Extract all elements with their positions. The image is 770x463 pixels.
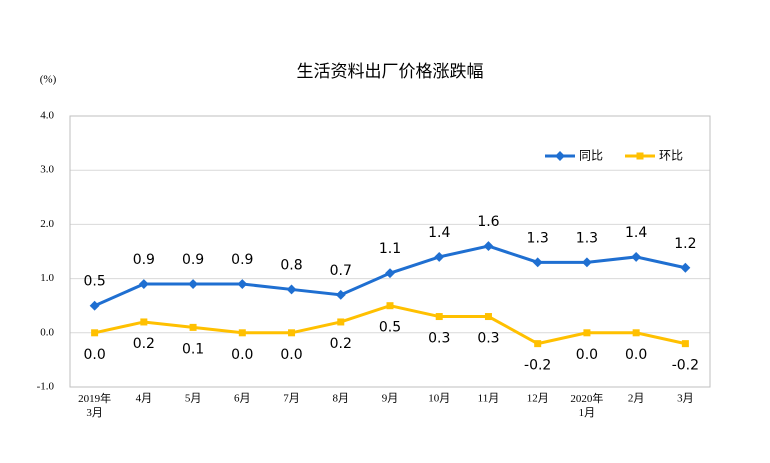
x-tick-label: 5月 xyxy=(185,393,202,405)
value-label: 0.5 xyxy=(379,320,401,336)
point xyxy=(435,313,443,321)
value-label: 0.2 xyxy=(330,336,352,352)
y-tick-label: 1.0 xyxy=(40,272,54,284)
x-tick-label: 4月 xyxy=(136,393,153,405)
point xyxy=(288,329,296,337)
point xyxy=(483,241,494,252)
value-label: 1.6 xyxy=(477,214,499,230)
value-label: 0.3 xyxy=(428,331,450,347)
legend-marker xyxy=(555,151,565,161)
value-label: -0.2 xyxy=(524,358,551,374)
point xyxy=(91,329,99,337)
x-tick-label: 6月 xyxy=(234,393,251,405)
value-label: 0.0 xyxy=(83,347,105,363)
y-tick-label: 4.0 xyxy=(40,110,54,122)
value-label: 0.1 xyxy=(182,341,204,357)
point xyxy=(286,284,297,295)
point xyxy=(189,323,197,331)
point xyxy=(581,257,592,268)
plot-border xyxy=(69,115,711,388)
point xyxy=(681,340,689,348)
point xyxy=(335,289,346,300)
x-tick-label: 2020年 1月 xyxy=(570,391,603,419)
point xyxy=(188,279,199,289)
point xyxy=(631,251,642,262)
point xyxy=(337,318,345,326)
point xyxy=(534,340,542,348)
value-label: 0.0 xyxy=(280,347,302,363)
x-tick-label: 2019年 3月 xyxy=(78,391,111,419)
point xyxy=(680,262,691,273)
legend-label: 同比 xyxy=(579,149,603,163)
y-axis-label: (%) xyxy=(40,74,57,86)
legend-label: 环比 xyxy=(659,149,683,163)
x-tick-label: 11月 xyxy=(478,393,500,405)
value-label: 0.5 xyxy=(83,274,105,290)
value-label: 1.2 xyxy=(674,236,696,252)
value-label: 0.2 xyxy=(133,336,155,352)
y-tick-label: -1.0 xyxy=(37,381,55,393)
point xyxy=(532,257,543,268)
point xyxy=(238,329,246,337)
legend-marker xyxy=(636,152,644,160)
point xyxy=(237,279,248,289)
value-label: -0.2 xyxy=(672,358,699,374)
point xyxy=(385,268,395,279)
point xyxy=(386,302,394,310)
value-label: 1.1 xyxy=(379,241,401,257)
x-tick-label: 10月 xyxy=(428,393,450,405)
x-tick-label: 9月 xyxy=(382,393,399,405)
value-label: 0.0 xyxy=(625,347,647,363)
y-tick-label: 0.0 xyxy=(40,326,54,338)
point xyxy=(484,313,492,321)
value-label: 0.7 xyxy=(330,263,352,279)
value-label: 1.3 xyxy=(527,230,549,246)
value-label: 0.0 xyxy=(231,347,253,363)
value-label: 0.9 xyxy=(182,252,204,268)
point xyxy=(89,300,100,311)
x-tick-label: 2月 xyxy=(628,393,645,405)
y-tick-label: 3.0 xyxy=(40,164,54,176)
value-label: 1.3 xyxy=(576,230,598,246)
x-tick-label: 7月 xyxy=(283,393,300,405)
point xyxy=(434,251,445,262)
point xyxy=(140,318,148,326)
point xyxy=(583,329,591,337)
point xyxy=(138,279,149,289)
chart-title: 生活资料出厂价格涨跌幅 xyxy=(297,62,484,82)
point xyxy=(632,329,640,337)
x-tick-label: 12月 xyxy=(527,393,549,405)
value-label: 0.0 xyxy=(576,347,598,363)
value-label: 0.9 xyxy=(133,252,155,268)
value-label: 0.8 xyxy=(280,257,302,273)
value-label: 0.3 xyxy=(477,331,499,347)
x-tick-label: 3月 xyxy=(677,393,694,405)
x-tick-label: 8月 xyxy=(333,393,350,405)
value-label: 0.9 xyxy=(231,252,253,268)
value-label: 1.4 xyxy=(428,225,450,241)
y-tick-label: 2.0 xyxy=(40,218,54,230)
value-label: 1.4 xyxy=(625,225,647,241)
